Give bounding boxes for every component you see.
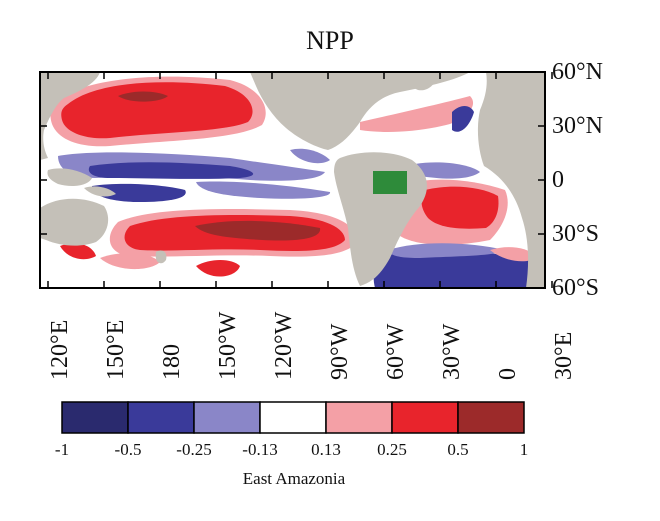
east-amazonia-region-box	[373, 171, 407, 194]
southern-ocean-positive	[196, 260, 240, 277]
lon-label-90w: 90°W	[327, 323, 353, 380]
south-atlantic-negative-band	[373, 249, 545, 288]
colorbar-swatch	[193, 401, 261, 434]
lon-label-120e: 120°E	[47, 319, 73, 380]
lon-label-30e: 30°E	[551, 331, 577, 380]
lon-label-180: 180	[159, 344, 185, 380]
lat-label-60n: 60°N	[552, 59, 603, 85]
tropical-atlantic-light-negative	[415, 162, 480, 179]
colorbar	[61, 401, 525, 434]
colorbar-swatch	[391, 401, 459, 434]
colorbar-level-label: 0.25	[377, 440, 407, 459]
colorbar-level-label: -0.13	[242, 440, 278, 459]
europe-africa-land	[477, 72, 545, 288]
colorbar-level-label: 0.5	[447, 440, 469, 459]
new-zealand-land	[155, 250, 167, 264]
map-ticks	[40, 71, 553, 289]
maritime-continent-land	[47, 168, 92, 186]
lat-label-30n: 30°N	[552, 113, 603, 139]
tropical-pacific-negative	[88, 162, 254, 179]
colorbar-swatch	[61, 401, 129, 434]
lon-label-30w: 30°W	[439, 323, 465, 380]
north-atlantic-negative	[452, 106, 474, 132]
map-field	[40, 72, 545, 288]
colorbar-swatch	[127, 401, 195, 434]
anomaly-regions	[50, 76, 545, 288]
colorbar-level-label: 1	[519, 440, 529, 459]
lat-label-60s: 60°S	[552, 275, 599, 301]
australia-land	[40, 198, 109, 246]
colorbar-level-label: -1	[54, 440, 70, 459]
colorbar-swatch	[259, 401, 327, 434]
lat-label-30s: 30°S	[552, 221, 599, 247]
colorbar-swatch	[457, 401, 525, 434]
south-pacific-core	[195, 220, 321, 241]
greenland-land	[400, 72, 440, 91]
map-title: NPP	[306, 26, 354, 55]
southeast-atlantic-light-positive	[490, 247, 538, 262]
colorbar-level-label: -0.25	[176, 440, 212, 459]
colorbar-title: East Amazonia	[242, 469, 346, 488]
colorbar-swatch	[325, 401, 393, 434]
north-atlantic-light-positive	[360, 96, 474, 132]
east-pacific-light-negative	[290, 148, 330, 164]
asia-land	[40, 72, 100, 160]
equatorial-pacific-light-negative	[196, 181, 331, 199]
south-atlantic-positive	[421, 186, 499, 229]
north-america-land	[250, 72, 470, 150]
lon-label-150e: 150°E	[103, 319, 129, 380]
new-guinea-land	[84, 186, 116, 197]
south-atlantic-light-negative-band	[388, 243, 505, 258]
colorbar-level-label: -0.5	[114, 440, 142, 459]
colorbar-level-label: 0.13	[311, 440, 341, 459]
indian-ocean-west-positive	[60, 243, 96, 260]
lat-label-0: 0	[552, 167, 564, 193]
lon-label-60w: 60°W	[383, 323, 409, 380]
north-pacific-strong-positive	[61, 82, 253, 139]
lon-label-0: 0	[495, 368, 521, 380]
lon-label-150w: 150°W	[215, 311, 241, 380]
equatorial-pacific-negative	[92, 183, 186, 202]
southern-ocean-light-positive	[100, 253, 160, 270]
lon-label-120w: 120°W	[271, 311, 297, 380]
north-pacific-core	[118, 91, 168, 102]
